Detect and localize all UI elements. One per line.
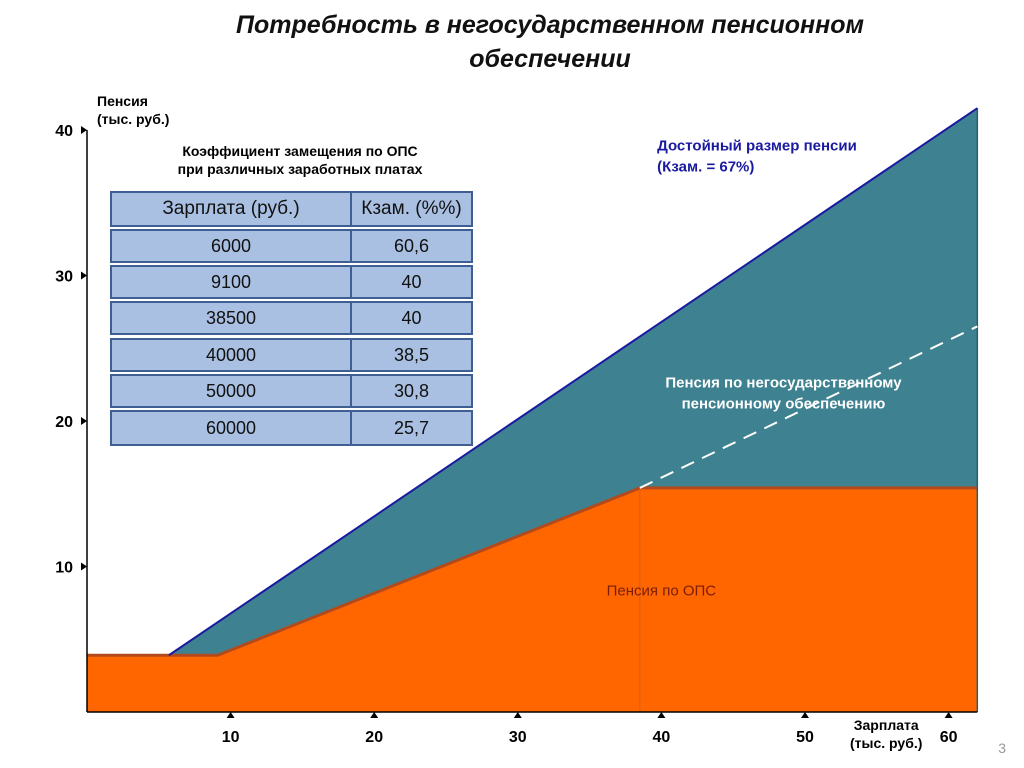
y-tick-label: 10 <box>55 560 73 577</box>
x-tick-label: 10 <box>222 729 240 746</box>
table-header-salary: Зарплата (руб.) <box>110 191 352 227</box>
chart-annotation: Пенсия по негосударственному <box>665 375 902 392</box>
y-tick-mark <box>81 271 87 280</box>
table-title-line-1: Коэффициент замещения по ОПС <box>182 143 418 159</box>
y-axis-label-line-2: (тыс. руб.) <box>97 111 170 127</box>
table-cell-salary: 6000 <box>110 229 352 263</box>
table-cell-rate: 30,8 <box>350 374 473 408</box>
table-cell-rate: 25,7 <box>350 410 473 446</box>
ops-pension-area <box>87 487 978 712</box>
chart-annotation: пенсионному обеспечению <box>682 396 886 413</box>
y-tick-mark <box>81 126 87 134</box>
dashed-guide-line <box>639 325 978 489</box>
x-tick-mark <box>370 712 379 718</box>
x-tick-mark <box>513 712 522 718</box>
x-tick-label: 50 <box>796 729 814 746</box>
table-cell-salary: 50000 <box>110 374 352 408</box>
chart-annotation: Достойный размер пенсии <box>657 137 857 154</box>
chart-annotation: (Кзам. = 67%) <box>657 158 754 175</box>
y-tick-mark <box>81 562 87 571</box>
x-tick-mark <box>657 712 666 718</box>
table-header-rate: Кзам. (%%) <box>350 191 473 227</box>
y-tick-label: 30 <box>55 269 73 286</box>
table-title-line-2: при различных заработных платах <box>177 161 423 177</box>
x-tick-mark <box>944 712 953 718</box>
chart-annotation: Пенсия по ОПС <box>607 583 717 600</box>
y-tick-mark <box>81 417 87 425</box>
y-axis-label-line-1: Пенсия <box>97 93 148 109</box>
x-axis-label-line-1: Зарплата <box>853 717 919 733</box>
page-title-line-2: обеспечении <box>469 45 631 73</box>
table-cell-salary: 40000 <box>110 338 352 372</box>
ops-pension-line <box>87 486 978 657</box>
y-tick-label: 20 <box>55 414 73 431</box>
table-cell-rate: 60,6 <box>350 229 473 263</box>
table-cell-salary: 9100 <box>110 265 352 299</box>
table-title: Коэффициент замещения по ОПС при различн… <box>100 142 500 178</box>
table-cell-rate: 40 <box>350 301 473 335</box>
decent-pension-line <box>168 107 978 657</box>
y-tick-label: 40 <box>55 123 73 140</box>
table-cell-salary: 38500 <box>110 301 352 335</box>
x-tick-label: 30 <box>509 729 527 746</box>
x-tick-label: 60 <box>940 729 958 746</box>
x-tick-mark <box>801 712 809 718</box>
table-cell-rate: 38,5 <box>350 338 473 372</box>
x-axis-label: Зарплата (тыс. руб.) <box>850 716 922 752</box>
x-tick-label: 40 <box>653 729 671 746</box>
x-tick-label: 20 <box>365 729 383 746</box>
x-tick-mark <box>226 712 235 718</box>
page-number: 3 <box>998 740 1006 756</box>
x-axis-label-line-2: (тыс. руб.) <box>850 735 923 751</box>
y-axis-label: Пенсия (тыс. руб.) <box>97 92 169 128</box>
page-title-line-1: Потребность в негосударственном пенсионн… <box>236 11 864 39</box>
page-title: Потребность в негосударственном пенсионн… <box>150 8 950 76</box>
table-cell-salary: 60000 <box>110 410 352 446</box>
table-cell-rate: 40 <box>350 265 473 299</box>
